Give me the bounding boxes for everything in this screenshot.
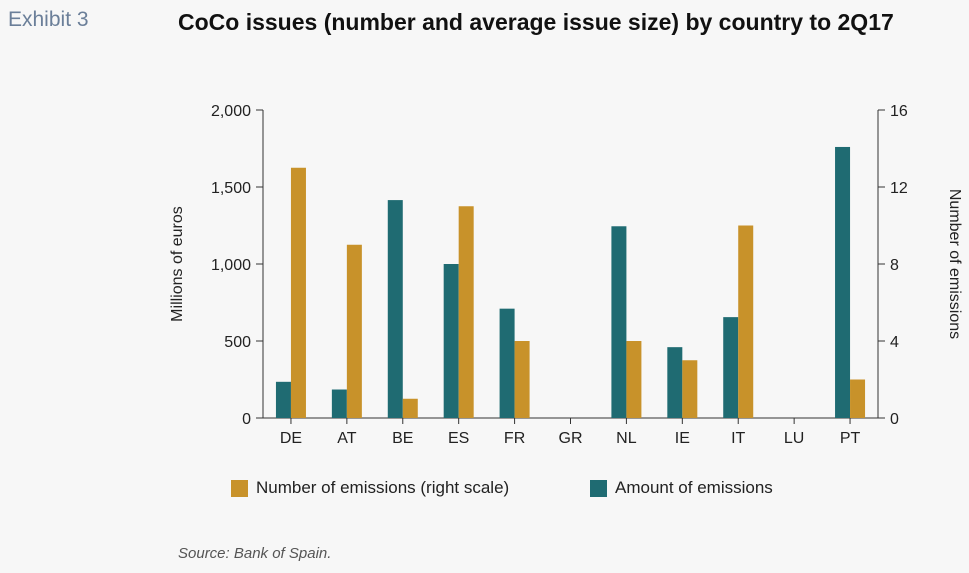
right-tick-label: 8 bbox=[890, 257, 899, 274]
bar-amount bbox=[331, 389, 347, 418]
bar-number bbox=[346, 244, 362, 418]
bar-amount bbox=[275, 381, 291, 418]
legend-label-amount: Amount of emissions bbox=[615, 478, 773, 497]
x-tick-label: LU bbox=[784, 430, 804, 447]
bar-number bbox=[514, 341, 530, 418]
bar-number bbox=[850, 379, 866, 418]
right-tick-label: 16 bbox=[890, 103, 908, 120]
x-tick-label: NL bbox=[616, 430, 637, 447]
bar-amount bbox=[443, 264, 459, 418]
right-tick-label: 12 bbox=[890, 180, 908, 197]
left-tick-label: 1,000 bbox=[211, 257, 251, 274]
x-tick-label: PT bbox=[840, 430, 861, 447]
x-tick-label: AT bbox=[337, 430, 356, 447]
source-note: Source: Bank of Spain. bbox=[178, 545, 332, 562]
left-tick-label: 1,500 bbox=[211, 180, 251, 197]
bar-number bbox=[738, 225, 754, 418]
left-axis-title: Millions of euros bbox=[169, 206, 186, 322]
bar-number bbox=[626, 341, 642, 418]
bar-amount bbox=[667, 347, 683, 418]
x-tick-label: BE bbox=[392, 430, 413, 447]
exhibit-label: Exhibit 3 bbox=[8, 8, 89, 31]
bar-number bbox=[458, 206, 474, 418]
bar-number bbox=[402, 398, 418, 418]
x-tick-label: IT bbox=[731, 430, 745, 447]
bar-number bbox=[290, 167, 306, 418]
right-tick-label: 4 bbox=[890, 334, 899, 351]
right-tick-label: 0 bbox=[890, 411, 899, 428]
bar-amount bbox=[499, 308, 515, 418]
bar-number bbox=[682, 360, 698, 418]
legend-item-number: Number of emissions (right scale) bbox=[231, 478, 509, 498]
bar-amount bbox=[387, 200, 403, 418]
bar-amount bbox=[723, 317, 739, 418]
left-tick-label: 2,000 bbox=[211, 103, 251, 120]
x-tick-label: FR bbox=[504, 430, 525, 447]
bar-amount bbox=[835, 146, 851, 418]
left-tick-label: 500 bbox=[224, 334, 251, 351]
x-tick-label: DE bbox=[280, 430, 302, 447]
legend-swatch-number bbox=[231, 479, 248, 497]
x-tick-label: IE bbox=[675, 430, 690, 447]
x-tick-label: ES bbox=[448, 430, 469, 447]
legend-label-number: Number of emissions (right scale) bbox=[256, 478, 510, 497]
legend-item-amount: Amount of emissions bbox=[590, 478, 773, 498]
x-tick-label: GR bbox=[559, 430, 583, 447]
chart-title: CoCo issues (number and average issue si… bbox=[178, 9, 894, 35]
legend-swatch-amount bbox=[590, 479, 607, 497]
right-axis-title: Number of emissions bbox=[946, 189, 963, 339]
left-tick-label: 0 bbox=[242, 411, 251, 428]
bar-amount bbox=[611, 226, 627, 418]
